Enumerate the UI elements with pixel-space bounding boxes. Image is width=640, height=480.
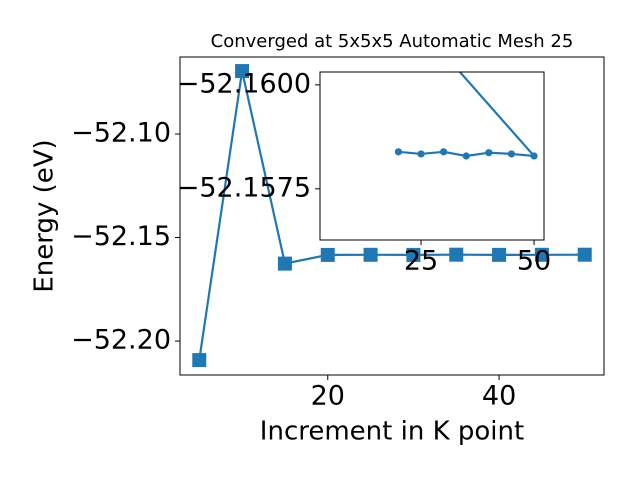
axes-frame [179, 56, 605, 376]
y-tick-label: −52.1600 [177, 68, 311, 99]
x-axis-label: Increment in K point [260, 417, 524, 447]
chart-title: Converged at 5x5x5 Automatic Mesh 25 [211, 31, 574, 52]
x-tick-label: 50 [517, 246, 551, 277]
marker [417, 150, 425, 158]
y-tick-label: −52.10 [71, 118, 171, 149]
y-tick-label: −52.20 [71, 325, 171, 356]
marker [492, 247, 507, 262]
plot-area [394, 72, 538, 160]
marker [462, 152, 470, 160]
marker [235, 64, 250, 79]
x-tick-label: 40 [482, 381, 516, 412]
marker [440, 148, 448, 156]
marker [320, 247, 335, 262]
data-line [398, 72, 537, 158]
plot-area [192, 64, 592, 368]
marker [530, 152, 538, 160]
y-axis-label: Energy (eV) [30, 139, 60, 292]
y-tick-label: −52.15 [71, 221, 171, 252]
marker [485, 149, 493, 157]
data-line [198, 70, 585, 361]
marker [449, 247, 464, 262]
axes-frame [319, 71, 545, 241]
marker [192, 353, 207, 368]
marker [406, 247, 421, 262]
inset-axes: 25 50 −52.1575 −52.1600 [177, 68, 552, 277]
marker [507, 150, 516, 158]
axes-background [320, 72, 544, 240]
y-tick-label: −52.1575 [177, 172, 311, 203]
marker [534, 247, 549, 262]
marker [363, 247, 378, 262]
marker [277, 256, 292, 271]
marker [394, 148, 403, 156]
marker [577, 247, 592, 262]
x-tick-label: 25 [404, 246, 438, 277]
x-tick-label: 20 [311, 381, 345, 412]
